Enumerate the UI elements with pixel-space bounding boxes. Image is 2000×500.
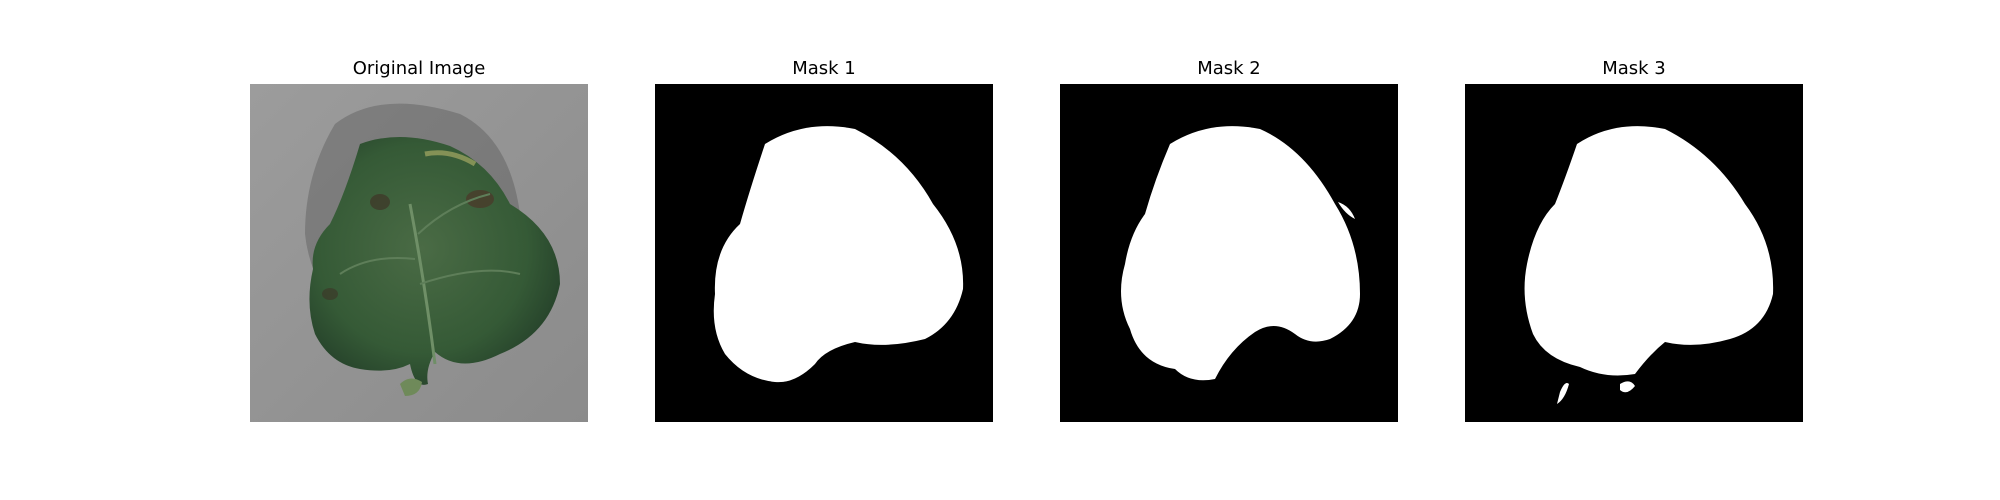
panel-title-mask-1: Mask 1 [792, 58, 856, 79]
original-image [250, 84, 588, 422]
mask-3-image [1465, 84, 1803, 422]
panel-title-mask-2: Mask 2 [1197, 58, 1261, 79]
mask-1-image [655, 84, 993, 422]
mask-2-image [1060, 84, 1398, 422]
panel-title-original: Original Image [352, 58, 486, 79]
panel-title-mask-3: Mask 3 [1602, 58, 1666, 79]
